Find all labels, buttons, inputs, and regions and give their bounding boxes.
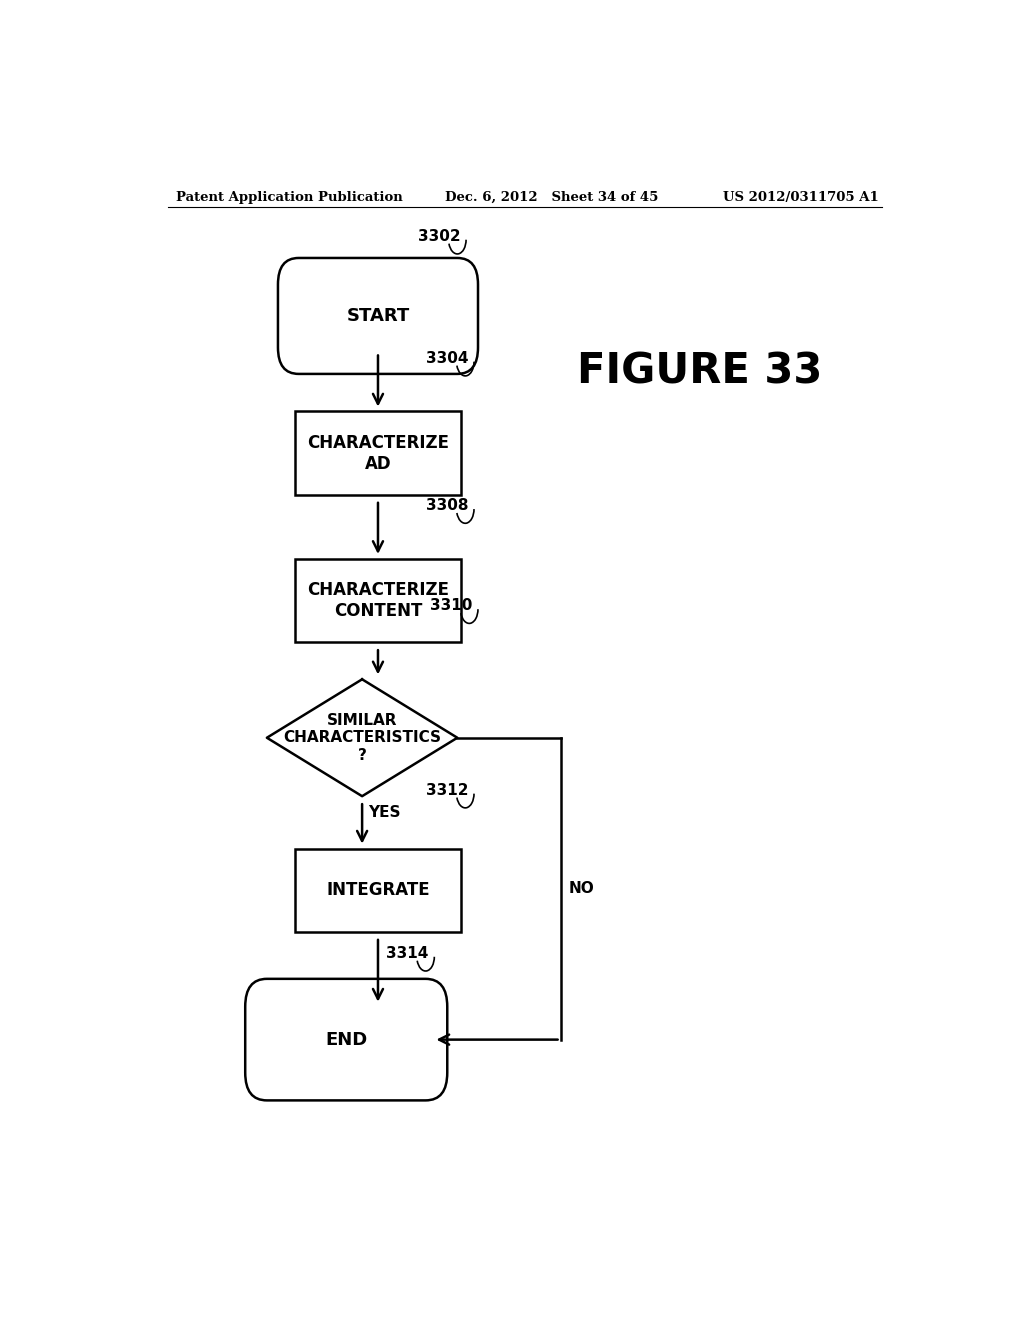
FancyBboxPatch shape: [245, 979, 447, 1101]
Text: Patent Application Publication: Patent Application Publication: [176, 190, 402, 203]
Text: 3308: 3308: [426, 498, 468, 513]
Text: 3304: 3304: [426, 351, 468, 366]
Polygon shape: [267, 680, 458, 796]
Text: US 2012/0311705 A1: US 2012/0311705 A1: [723, 190, 879, 203]
Text: YES: YES: [369, 805, 401, 820]
Text: CHARACTERIZE
AD: CHARACTERIZE AD: [307, 434, 449, 473]
Text: 3302: 3302: [418, 228, 461, 244]
Text: Dec. 6, 2012   Sheet 34 of 45: Dec. 6, 2012 Sheet 34 of 45: [445, 190, 658, 203]
Text: CHARACTERIZE
CONTENT: CHARACTERIZE CONTENT: [307, 581, 449, 620]
FancyBboxPatch shape: [278, 257, 478, 374]
Text: SIMILAR
CHARACTERISTICS
?: SIMILAR CHARACTERISTICS ?: [283, 713, 441, 763]
Text: START: START: [346, 308, 410, 325]
Text: FIGURE 33: FIGURE 33: [577, 351, 822, 393]
Bar: [295, 849, 462, 932]
Text: 3314: 3314: [386, 946, 428, 961]
Text: INTEGRATE: INTEGRATE: [327, 882, 430, 899]
Bar: [295, 412, 462, 495]
Text: END: END: [325, 1031, 368, 1048]
Bar: [295, 558, 462, 643]
Text: NO: NO: [568, 882, 594, 896]
Text: 3310: 3310: [430, 598, 472, 614]
Text: 3312: 3312: [426, 783, 468, 797]
